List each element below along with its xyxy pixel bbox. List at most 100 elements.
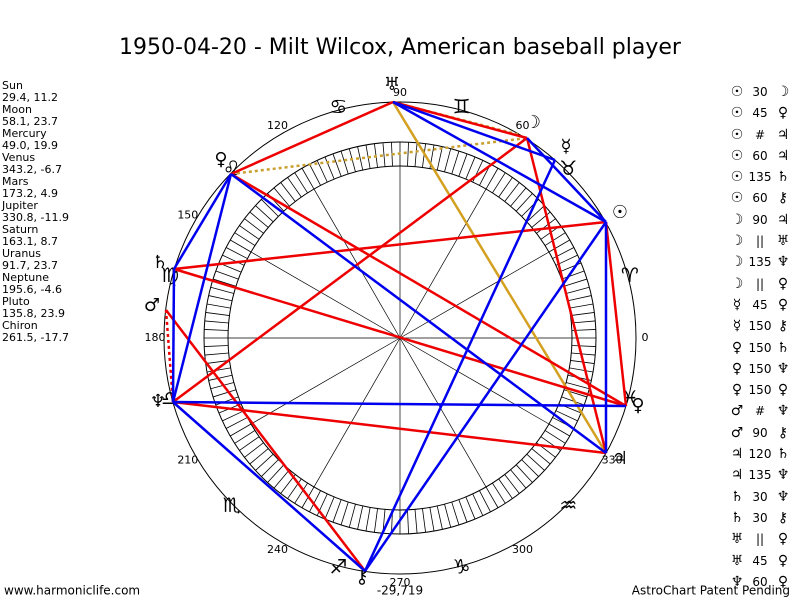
- planet-glyph: ♂: [144, 295, 160, 316]
- ring-tick: [239, 436, 260, 451]
- aspect-from: ♂: [730, 403, 744, 420]
- ring-tick: [561, 396, 585, 406]
- aspect-aspect: 45: [752, 297, 768, 312]
- ring-tick: [215, 270, 239, 280]
- aspect-from: ♀: [731, 360, 743, 377]
- ring-tick: [244, 218, 264, 234]
- ring-tick: [458, 153, 468, 177]
- aspect-row: ☽ 135 ♆: [728, 252, 792, 273]
- aspect-to: ♃: [776, 211, 790, 228]
- ring-tick: [407, 142, 409, 167]
- planet-glyph: ♅: [384, 74, 400, 95]
- aspect-to: ♀: [777, 296, 789, 313]
- ring-tick: [548, 239, 570, 253]
- aspect-from: ♅: [730, 552, 744, 569]
- ring-tick: [261, 199, 279, 217]
- aspect-row: ♂ 90 ⚷: [728, 423, 792, 444]
- aspect-from: ☿: [732, 318, 742, 335]
- ring-tick: [444, 148, 452, 172]
- planet-name: Mars: [2, 175, 29, 188]
- ring-tick: [287, 478, 302, 499]
- ring-tick: [485, 486, 499, 508]
- aspect-line: [230, 100, 394, 176]
- zodiac-sign: ♋: [329, 95, 347, 119]
- ring-tick: [444, 504, 452, 528]
- aspect-from: ☉: [730, 147, 744, 164]
- ring-tick: [280, 182, 296, 202]
- aspect-from: ☉: [730, 84, 744, 100]
- ring-tick: [492, 172, 506, 194]
- aspect-line: [171, 173, 233, 403]
- aspect-row: ♅ 45 ♀: [728, 551, 792, 572]
- aspect-row: ☉ # ♃: [728, 125, 792, 146]
- aspect-from: ☽: [730, 254, 744, 271]
- spoke: [250, 337, 401, 425]
- planet-position: 330.8, -11.9: [2, 211, 69, 224]
- ring-tick: [309, 490, 321, 513]
- aspect-to: ♅: [776, 233, 790, 250]
- ring-tick: [570, 312, 595, 316]
- aspect-from: ♀: [731, 339, 743, 356]
- aspect-row: ☽ 90 ♃: [728, 210, 792, 231]
- aspect-line: [172, 400, 627, 408]
- ring-tick: [498, 478, 513, 499]
- aspect-to: ⚷: [777, 190, 789, 207]
- spoke: [399, 337, 550, 425]
- ring-tick: [521, 459, 539, 477]
- ring-tick: [225, 247, 248, 259]
- aspect-row: ☽ || ♀: [728, 274, 792, 295]
- aspect-line: [173, 267, 627, 408]
- ring-tick: [230, 423, 252, 437]
- aspect-aspect: 30: [752, 489, 768, 504]
- ring-tick: [204, 352, 229, 356]
- planet-name: Sun: [2, 79, 23, 92]
- aspect-list: ☉ 30 ☽ ☉ 45 ♀ ☉ # ♃ ☉ 60 ♃ ☉ 135 ♄ ☉ 60 ⚷ ☽ 90 ♃ ☽ || ♅ ☽ 135 ♆ ☽ ||…: [728, 82, 792, 593]
- ring-tick: [340, 150, 349, 175]
- ring-tick: [210, 286, 234, 294]
- degree-label: 150: [177, 209, 198, 222]
- aspect-row: ♄ 30 ♆: [728, 487, 792, 508]
- ring-tick: [561, 270, 585, 280]
- aspect-row: ☉ 60 ♃: [728, 146, 792, 167]
- ring-tick: [510, 469, 527, 489]
- ring-tick: [436, 146, 443, 171]
- aspect-aspect: 45: [752, 106, 768, 121]
- planet-position: 91.7, 23.7: [2, 259, 58, 272]
- aspect-aspect: 120: [748, 447, 772, 462]
- planet-glyph: ♀: [631, 395, 644, 416]
- aspect-aspect: 150: [748, 319, 772, 334]
- ring-tick: [204, 345, 229, 347]
- planet-glyph: ♀: [214, 149, 227, 170]
- aspect-to: ⚷: [777, 318, 789, 335]
- ring-tick: [294, 172, 308, 194]
- aspect-row: ☿ 45 ♀: [728, 295, 792, 316]
- planet-name: Neptune: [2, 271, 50, 284]
- title: 1950-04-20 - Milt Wilcox, American baseb…: [119, 35, 682, 60]
- degree-label: 120: [267, 119, 288, 132]
- aspect-aspect: 45: [752, 553, 768, 568]
- aspect-row: ☿ 150 ⚷: [728, 316, 792, 337]
- ring-tick: [566, 286, 590, 294]
- aspect-line: [230, 172, 627, 408]
- aspect-line: [172, 136, 528, 404]
- aspect-aspect: 150: [748, 361, 772, 376]
- aspect-line: [165, 309, 366, 572]
- ring-tick: [222, 254, 245, 266]
- ring-tick: [563, 278, 588, 287]
- ring-tick: [422, 143, 426, 168]
- ring-tick: [465, 496, 476, 520]
- spoke: [399, 188, 487, 339]
- ring-tick: [569, 367, 594, 373]
- aspect-line: [526, 137, 607, 223]
- ring-tick: [255, 205, 274, 223]
- ring-tick: [212, 389, 237, 398]
- degree-label: 0: [642, 331, 649, 344]
- ring-tick: [451, 501, 460, 526]
- aspect-aspect: 135: [748, 468, 772, 483]
- ring-tick: [261, 459, 279, 477]
- aspect-to: ♆: [776, 360, 790, 377]
- ring-tick: [571, 320, 596, 324]
- degree-label: 210: [177, 454, 198, 467]
